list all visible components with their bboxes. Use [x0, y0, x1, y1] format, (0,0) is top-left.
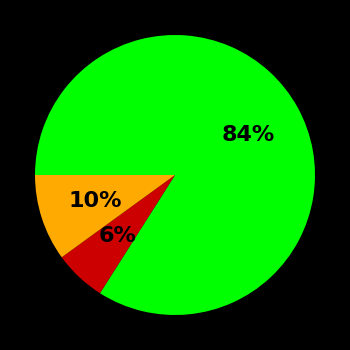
Text: 10%: 10% [68, 191, 122, 211]
Wedge shape [62, 175, 175, 293]
Text: 6%: 6% [99, 226, 136, 246]
Wedge shape [35, 175, 175, 257]
Text: 84%: 84% [222, 125, 275, 145]
Wedge shape [35, 35, 315, 315]
